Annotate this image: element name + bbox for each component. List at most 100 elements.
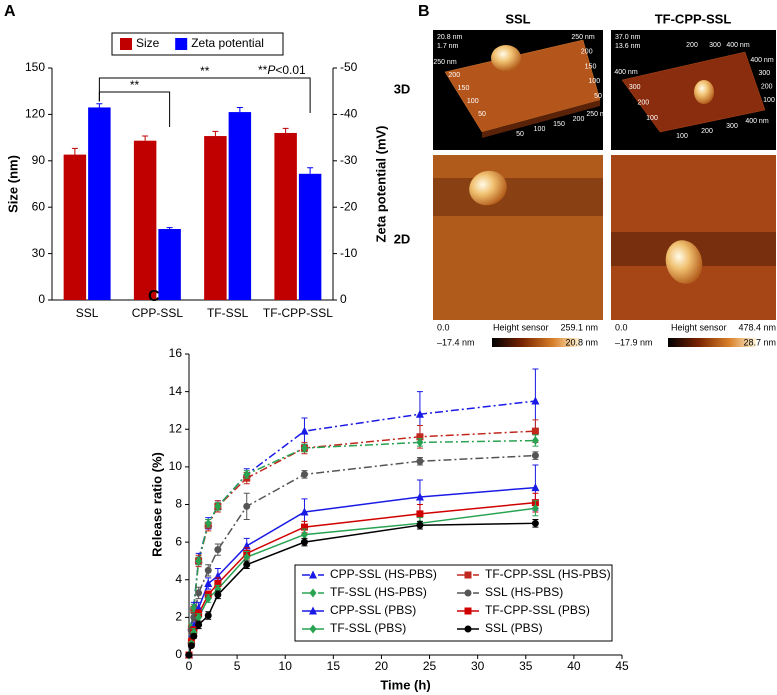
error-bar xyxy=(142,135,149,141)
y-tick-label: 6 xyxy=(175,534,182,548)
significance-label: ** xyxy=(200,64,210,78)
data-point xyxy=(415,492,424,501)
axis-label-3d: 200 xyxy=(581,49,593,56)
axis-label-3d: 50 xyxy=(594,93,602,100)
legend-swatch xyxy=(120,38,132,50)
legend-label: TF-CPP-SSL (PBS) xyxy=(485,603,590,617)
data-point xyxy=(204,566,212,574)
scale-high: 28.7 nm xyxy=(743,337,776,347)
error-bar xyxy=(96,103,103,108)
bar xyxy=(63,154,87,300)
data-point xyxy=(300,426,309,435)
legend-marker xyxy=(464,589,472,597)
bar xyxy=(88,107,111,300)
legend-box xyxy=(111,32,284,56)
error-bar xyxy=(212,130,219,137)
legend-label: Zeta potential xyxy=(191,36,264,50)
x-tick-label: 15 xyxy=(327,659,341,673)
data-point xyxy=(416,437,424,447)
scale-min: 0.0 xyxy=(437,322,450,332)
data-point xyxy=(531,396,540,405)
panel-label: C xyxy=(148,288,160,305)
y-tick-label: 0 xyxy=(175,647,182,661)
legend-marker xyxy=(464,625,472,633)
axis-label-3d: 50 xyxy=(516,131,524,138)
scale-low: –17.4 nm xyxy=(437,337,475,347)
scale-title: Height sensor xyxy=(493,322,549,332)
legend-label: CPP-SSL (HS-PBS) xyxy=(330,567,437,581)
bar xyxy=(204,136,227,300)
legend-marker xyxy=(309,624,317,634)
y-tick-label: 4 xyxy=(175,572,182,586)
afm-surface-edge xyxy=(482,100,600,138)
data-point xyxy=(416,510,424,518)
scale-high: 20.8 nm xyxy=(565,337,598,347)
data-point xyxy=(195,612,203,622)
y-tick-label: 120 xyxy=(25,107,45,121)
z-label: 37.0 nm xyxy=(615,34,640,41)
note-part: <0.01 xyxy=(275,63,306,77)
colorbar xyxy=(492,338,580,347)
data-point xyxy=(300,530,308,540)
axis-label-3d: 400 nm xyxy=(750,57,774,64)
data-point xyxy=(531,427,539,435)
legend-marker xyxy=(464,571,472,579)
afm-particle xyxy=(491,45,521,71)
note-part: P xyxy=(267,63,275,77)
y-tick-label: 16 xyxy=(169,346,183,360)
legend-marker xyxy=(309,606,317,615)
data-point xyxy=(195,589,203,597)
x-tick-label: 0 xyxy=(186,659,193,673)
bar xyxy=(298,173,322,300)
scale-max: 259.1 nm xyxy=(560,322,598,332)
axis-label-3d: 100 xyxy=(467,98,479,105)
axis-label-3d: 150 xyxy=(458,85,470,92)
legend-label: Size xyxy=(136,36,160,50)
scale-low: –17.9 nm xyxy=(615,337,653,347)
axis-label-3d: 150 xyxy=(553,121,565,128)
data-point xyxy=(531,452,539,460)
data-point xyxy=(214,546,222,554)
scale-max: 478.4 nm xyxy=(738,322,776,332)
afm-surface xyxy=(621,51,766,133)
z-label: 20.8 nm xyxy=(437,34,462,41)
data-point xyxy=(416,521,424,529)
panel-label: B xyxy=(418,3,430,20)
data-point xyxy=(204,579,213,588)
y-axis-title: Release ratio (%) xyxy=(149,452,164,557)
axis-label-3d: 100 xyxy=(534,126,546,133)
axis-label-3d: 400 nm xyxy=(614,69,638,76)
y-tick-label: 0 xyxy=(38,292,45,306)
x-tick-label: 45 xyxy=(615,659,629,673)
data-point xyxy=(204,611,212,619)
data-point xyxy=(187,642,195,650)
afm-particle xyxy=(694,80,714,104)
legend-label: SSL (PBS) xyxy=(485,621,543,635)
x-tick-label: TF-CPP-SSL xyxy=(263,306,333,320)
x-tick-label: SSL xyxy=(76,306,99,320)
x-tick-label: 25 xyxy=(423,659,437,673)
legend-marker xyxy=(464,607,472,615)
data-point xyxy=(195,556,203,566)
axis-label-3d: 200 xyxy=(573,116,585,123)
data-point xyxy=(531,519,539,527)
afm-images xyxy=(433,30,776,347)
y2-tick-label: -40 xyxy=(340,107,358,121)
y-tick-label: 14 xyxy=(169,384,183,398)
axis-label-3d: 200 xyxy=(701,128,713,135)
colorbar xyxy=(668,338,756,347)
row-header: 2D xyxy=(394,231,411,246)
bar xyxy=(158,229,181,300)
data-point xyxy=(204,518,212,528)
data-point xyxy=(190,632,198,640)
x-tick-label: 35 xyxy=(519,659,533,673)
scale-min: 0.0 xyxy=(615,322,628,332)
series-line xyxy=(188,454,536,656)
axis-label-3d: 200 xyxy=(448,72,460,79)
data-point xyxy=(300,443,308,453)
y-tick-label: 150 xyxy=(25,60,45,74)
bar xyxy=(133,140,157,300)
note-part: ** xyxy=(258,63,268,77)
significance-bracket xyxy=(98,77,311,113)
